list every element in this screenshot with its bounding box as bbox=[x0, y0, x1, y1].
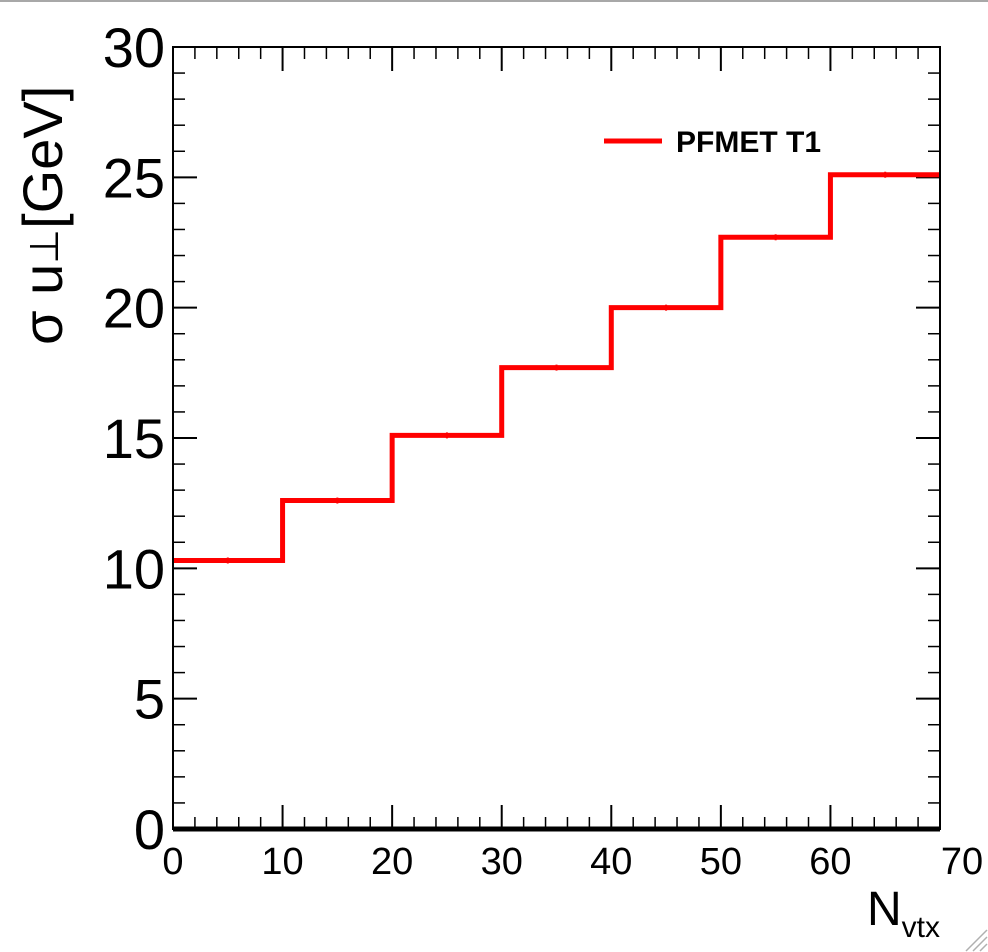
x-tick-label-60: 60 bbox=[809, 841, 851, 883]
y-tick-label-15: 15 bbox=[103, 407, 165, 470]
y-axis-title-main: σ u bbox=[11, 264, 74, 345]
y-tick-labels: 0 5 10 15 20 25 30 bbox=[103, 16, 165, 861]
x-axis-title-main: N bbox=[867, 883, 902, 936]
y-tick-label-20: 20 bbox=[103, 277, 165, 340]
x-tick-label-10: 10 bbox=[261, 841, 303, 883]
x-tick-label-50: 50 bbox=[700, 841, 742, 883]
y-tick-label-30: 30 bbox=[103, 16, 165, 79]
resize-grip-icon[interactable] bbox=[962, 926, 988, 952]
minor-ticks bbox=[173, 47, 940, 829]
major-ticks bbox=[172, 46, 941, 830]
x-tick-labels: 0 10 20 30 40 50 60 70 bbox=[162, 841, 983, 883]
x-tick-label-0: 0 bbox=[162, 841, 183, 883]
x-axis-title-sub: vtx bbox=[902, 911, 940, 944]
plot-frame bbox=[172, 46, 941, 830]
y-tick-label-5: 5 bbox=[134, 668, 165, 731]
y-tick-label-10: 10 bbox=[103, 537, 165, 600]
x-tick-label-40: 40 bbox=[590, 841, 632, 883]
x-axis-title: Nvtx bbox=[867, 883, 940, 944]
y-tick-label-25: 25 bbox=[103, 146, 165, 209]
y-tick-label-0: 0 bbox=[134, 798, 165, 861]
series-layer bbox=[173, 171, 940, 564]
legend-label-pfmet-t1: PFMET T1 bbox=[676, 126, 821, 159]
x-tick-label-70: 70 bbox=[941, 841, 983, 883]
x-tick-label-30: 30 bbox=[481, 841, 523, 883]
window-top-border bbox=[0, 0, 988, 2]
legend: PFMET T1 bbox=[604, 126, 821, 159]
y-axis-title-sub: ⊥ bbox=[23, 229, 67, 264]
y-axis-title: σ u⊥[GeV] bbox=[11, 86, 74, 345]
x-tick-label-20: 20 bbox=[371, 841, 413, 883]
y-axis-title-unit: [GeV] bbox=[11, 86, 74, 229]
